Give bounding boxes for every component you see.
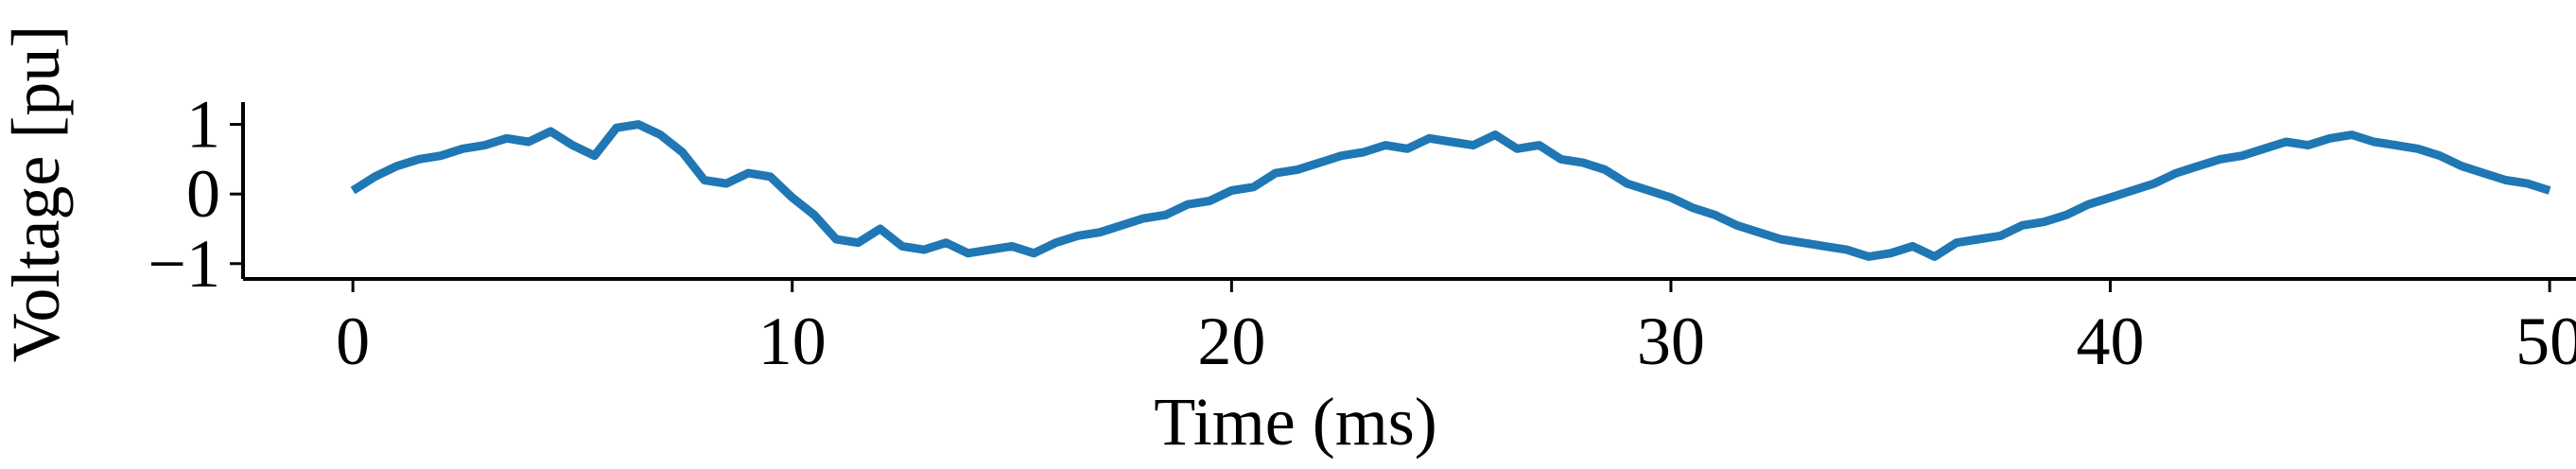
y-axis-label: Voltage [pu] bbox=[0, 26, 74, 363]
x-axis-label: Time (ms) bbox=[1154, 384, 1436, 460]
x-tick-label: 10 bbox=[758, 304, 827, 379]
x-tick-label: 50 bbox=[2515, 304, 2576, 379]
x-tick-label: 0 bbox=[336, 304, 370, 379]
x-tick-label: 20 bbox=[1197, 304, 1265, 379]
y-tick-label: 1 bbox=[186, 87, 220, 163]
y-tick-label: 0 bbox=[186, 156, 220, 232]
x-tick-label: 40 bbox=[2077, 304, 2145, 379]
y-tick-label: −1 bbox=[148, 226, 220, 302]
data-line bbox=[350, 120, 2551, 261]
x-tick-label: 30 bbox=[1637, 304, 1705, 379]
